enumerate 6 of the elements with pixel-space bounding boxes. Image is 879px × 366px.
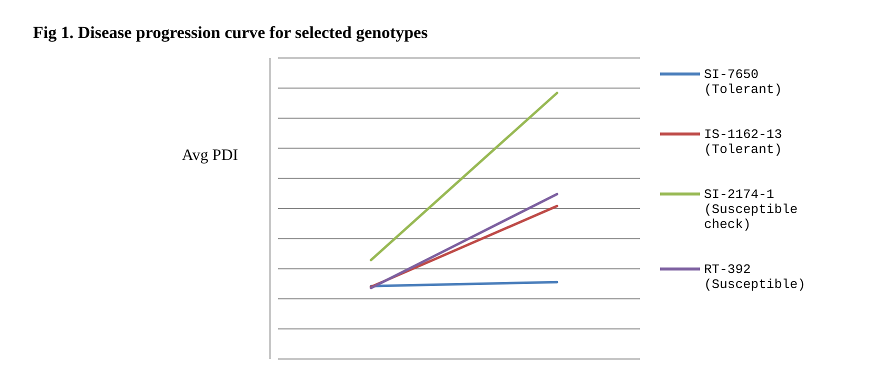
chart-title: Fig 1. Disease progression curve for selected genotypes — [33, 23, 428, 42]
legend-label: SI-2174-1 (Susceptible check) — [704, 187, 798, 232]
legend-label: RT-392 (Susceptible) — [704, 262, 806, 292]
legend-label: IS-1162-13 (Tolerant) — [704, 127, 782, 157]
legend-label: SI-7650 (Tolerant) — [704, 67, 782, 97]
y-axis-title: Avg PDI — [182, 147, 238, 164]
